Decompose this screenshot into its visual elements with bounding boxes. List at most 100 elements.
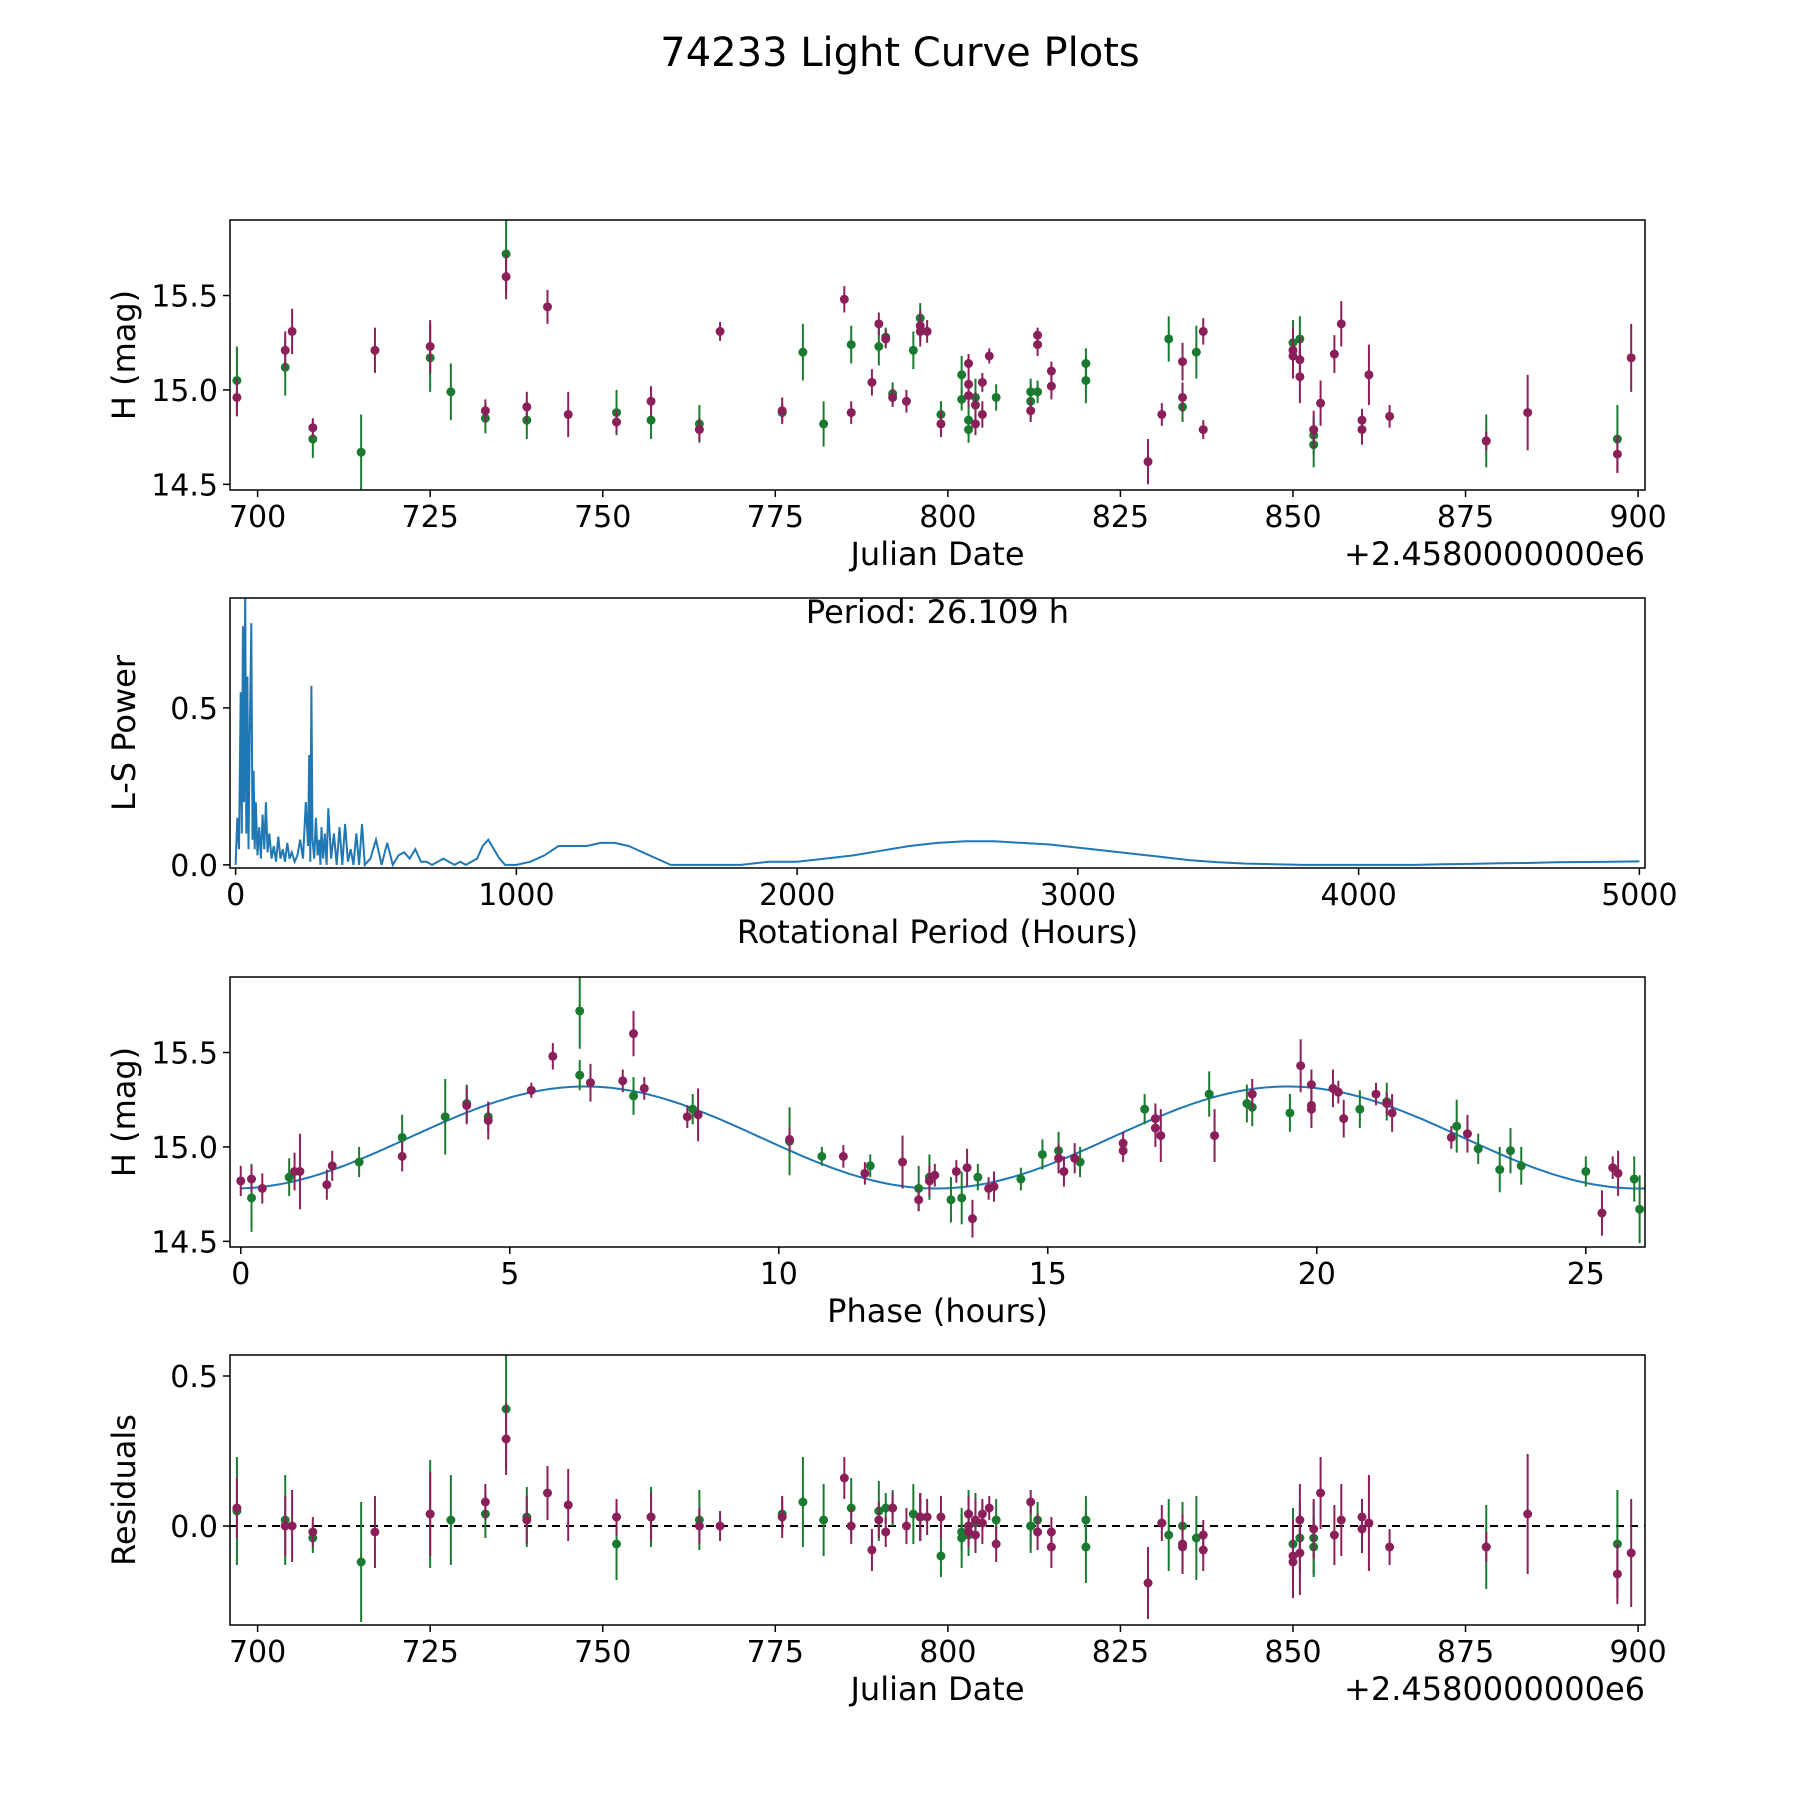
data-point — [1210, 1131, 1220, 1141]
data-point — [908, 1509, 918, 1519]
data-point — [1385, 1542, 1395, 1552]
x-tick-label: 10 — [760, 1257, 798, 1292]
data-point — [1364, 1518, 1374, 1528]
x-tick-label: 875 — [1437, 500, 1494, 535]
data-point — [693, 1110, 703, 1120]
data-point — [1288, 351, 1298, 361]
x-tick-label: 775 — [747, 1635, 804, 1670]
data-point — [1473, 1144, 1483, 1154]
data-point — [1355, 1104, 1365, 1114]
data-point — [1143, 457, 1153, 467]
y-axis-label: H (mag) — [105, 1047, 143, 1177]
data-point — [1597, 1208, 1607, 1218]
data-point — [1191, 347, 1201, 357]
data-point — [817, 1151, 827, 1161]
data-point — [1178, 1542, 1188, 1552]
data-point — [991, 1515, 1001, 1525]
data-point — [287, 1521, 297, 1531]
period-annotation: Period: 26.109 h — [806, 593, 1069, 631]
x-tick-label: 750 — [574, 1635, 631, 1670]
x-tick-label: 0 — [226, 878, 245, 913]
x-tick-label: 750 — [574, 500, 631, 535]
x-offset-label: +2.4580000000e6 — [1344, 1670, 1645, 1708]
data-point — [922, 326, 932, 336]
data-point — [1481, 1542, 1491, 1552]
axes-frame — [229, 597, 1646, 869]
x-tick-label: 800 — [919, 1635, 976, 1670]
data-point — [970, 1515, 980, 1525]
data-point — [629, 1029, 639, 1039]
data-point — [1316, 398, 1326, 408]
data-point — [914, 1195, 924, 1205]
data-point — [984, 351, 994, 361]
x-tick-label: 900 — [1609, 500, 1666, 535]
data-point — [1046, 381, 1056, 391]
data-point — [232, 392, 242, 402]
data-point — [1309, 425, 1319, 435]
plot-area — [236, 977, 1645, 1244]
data-point — [1306, 1080, 1316, 1090]
periodogram-line — [234, 598, 1640, 868]
x-tick-label: 700 — [229, 1635, 286, 1670]
data-point — [1164, 1530, 1174, 1540]
data-point — [936, 1512, 946, 1522]
data-point — [1333, 1087, 1343, 1097]
x-tick-label: 875 — [1437, 1635, 1494, 1670]
data-point — [575, 1006, 585, 1016]
panel-2: 0 1000 2000 3000 4000 5000 0.0 0.5 Rotational Pe… — [105, 593, 1678, 951]
data-point — [1635, 1204, 1645, 1214]
data-point — [1339, 1114, 1349, 1124]
data-point — [308, 1527, 318, 1537]
x-axis-label: Phase (hours) — [827, 1292, 1048, 1330]
data-point — [785, 1134, 795, 1144]
data-point — [618, 1076, 628, 1086]
data-point — [924, 1176, 934, 1186]
data-point — [888, 1503, 898, 1513]
data-point — [1452, 1121, 1462, 1131]
data-point — [284, 1172, 294, 1182]
x-offset-label: +2.4580000000e6 — [1344, 535, 1645, 573]
data-point — [397, 1132, 407, 1142]
axes-frame — [229, 976, 1646, 1248]
data-point — [236, 1176, 246, 1186]
data-point — [1198, 425, 1208, 435]
data-point — [1204, 1089, 1214, 1099]
data-point — [964, 415, 974, 425]
data-point — [440, 1112, 450, 1122]
x-tick-label: 0 — [231, 1257, 250, 1292]
data-point — [563, 1500, 573, 1510]
x-tick-label: 725 — [402, 1635, 459, 1670]
x-tick-label: 725 — [402, 500, 459, 535]
data-point — [951, 1166, 961, 1176]
data-point — [483, 1115, 493, 1125]
data-point — [446, 1515, 456, 1525]
data-point — [682, 1112, 692, 1122]
y-axis-label: H (mag) — [105, 290, 143, 420]
x-tick-label: 850 — [1264, 500, 1321, 535]
data-point — [1037, 1149, 1047, 1159]
x-tick-label: 2000 — [759, 878, 835, 913]
data-point — [991, 1539, 1001, 1549]
data-point — [915, 326, 925, 336]
data-point — [1626, 353, 1636, 363]
data-point — [819, 1515, 829, 1525]
data-point — [462, 1100, 472, 1110]
x-tick-label: 800 — [919, 500, 976, 535]
data-point — [1613, 1168, 1623, 1178]
y-tick-label: 0.5 — [170, 1360, 218, 1395]
data-point — [1387, 1108, 1397, 1118]
data-point — [1026, 406, 1036, 416]
data-point — [1033, 1527, 1043, 1537]
data-point — [526, 1085, 536, 1095]
x-tick-label: 15 — [1029, 1257, 1067, 1292]
y-tick-label: 0.0 — [170, 849, 218, 884]
data-point — [964, 1521, 974, 1531]
data-point — [1059, 1166, 1069, 1176]
data-point — [543, 302, 553, 312]
y-tick-label: 14.5 — [151, 1225, 218, 1260]
data-point — [280, 1521, 290, 1531]
data-point — [370, 1527, 380, 1537]
data-point — [446, 387, 456, 397]
data-point — [287, 326, 297, 336]
